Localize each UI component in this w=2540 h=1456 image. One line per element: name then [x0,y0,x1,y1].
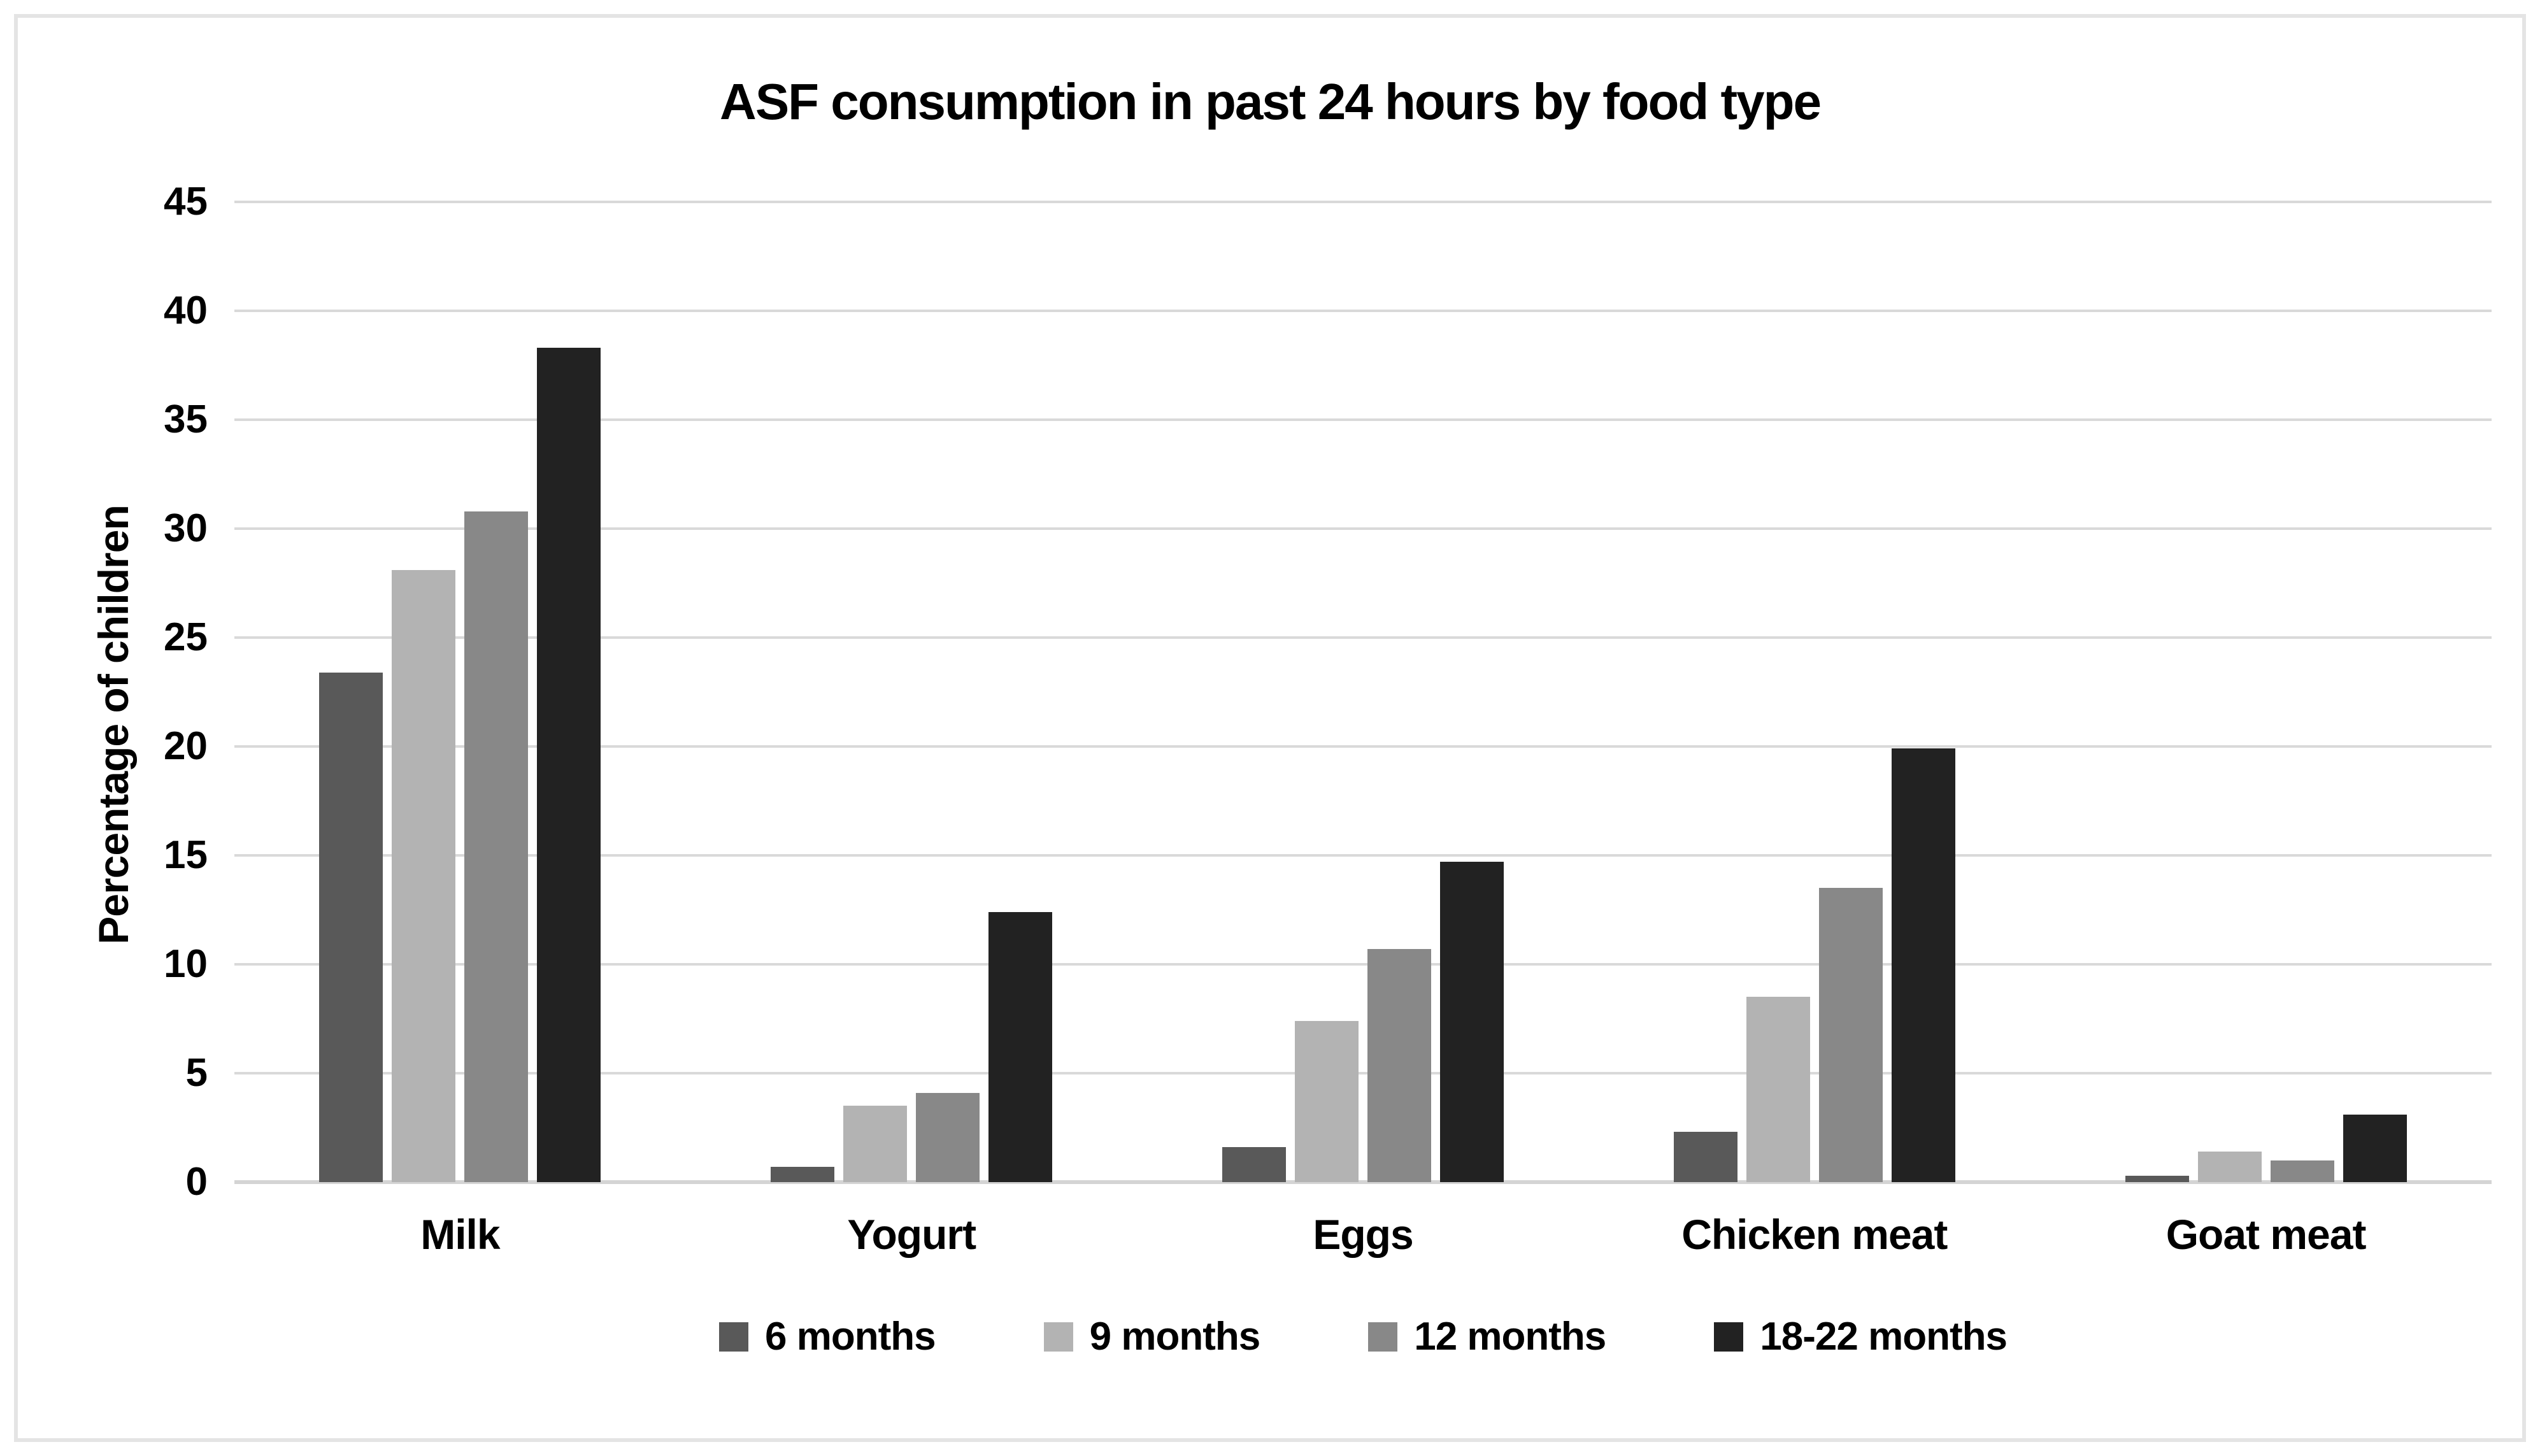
bar-18-22-months-eggs [1439,862,1504,1182]
y-tick-label-20: 20 [164,724,208,768]
bar-9-months-chicken-meat [1746,997,1810,1182]
gridline [234,418,2492,421]
bar-6-months-eggs [1222,1147,1286,1182]
bar-6-months-milk [319,672,383,1182]
legend: 6 months 9 months 12 months 18-22 months [234,1314,2492,1359]
bar-group-yogurt [686,202,1138,1182]
legend-label: 18-22 months [1760,1315,2008,1359]
x-axis-label-eggs: Eggs [1313,1211,1413,1258]
y-tick-label-5: 5 [185,1051,208,1095]
bar-group-milk [234,202,686,1182]
bar-12-months-milk [464,511,529,1182]
plot-area [234,201,2492,1184]
gridline [234,636,2492,639]
x-axis-label-goat-meat: Goat meat [2165,1211,2367,1258]
x-axis-line [234,1180,2492,1184]
y-tick-label-15: 15 [164,833,208,878]
y-axis-tick-labels: 0 5 10 15 20 25 30 35 40 45 [18,182,208,1202]
legend-item-6-months: 6 months [719,1314,936,1359]
chart-title: ASF consumption in past 24 hours by food… [720,73,1822,130]
y-tick-label-10: 10 [164,942,208,986]
gridline [234,310,2492,312]
legend-label: 6 months [765,1315,936,1359]
bar-9-months-yogurt [843,1106,908,1182]
legend-swatch-icon [719,1322,749,1352]
y-tick-label-0: 0 [185,1160,208,1204]
gridline [234,1072,2492,1074]
x-axis-label-chicken-meat: Chicken meat [1681,1211,1948,1258]
bar-18-22-months-goat-meat [2343,1114,2407,1182]
bar-18-22-months-milk [537,348,601,1182]
gridline [234,201,2492,203]
bar-6-months-yogurt [771,1167,835,1182]
bar-9-months-goat-meat [2197,1152,2262,1182]
bar-18-22-months-chicken-meat [1891,748,1955,1182]
bar-group-eggs [1138,202,1589,1182]
gridline [234,745,2492,748]
x-axis-label-milk: Milk [420,1211,500,1258]
bar-groups [234,202,2492,1182]
y-tick-label-25: 25 [164,615,208,659]
y-tick-label-35: 35 [164,397,208,441]
legend-swatch-icon [1043,1322,1073,1352]
bar-6-months-chicken-meat [1673,1132,1737,1182]
gridline [234,854,2492,857]
bar-12-months-yogurt [916,1092,980,1182]
bar-9-months-milk [392,569,456,1182]
y-tick-label-30: 30 [164,506,208,551]
legend-item-18-22-months: 18-22 months [1714,1314,2008,1359]
bar-12-months-chicken-meat [1818,888,1883,1182]
chart-figure: ASF consumption in past 24 hours by food… [14,14,2526,1442]
bar-12-months-goat-meat [2270,1160,2334,1182]
legend-item-12-months: 12 months [1368,1314,1606,1359]
bar-9-months-eggs [1294,1020,1359,1182]
gridline [234,527,2492,531]
y-tick-label-40: 40 [164,289,208,332]
x-axis-labels: Milk Yogurt Eggs Chicken meat Goat meat [234,1210,2492,1259]
bar-12-months-eggs [1367,949,1431,1182]
bar-18-22-months-yogurt [988,911,1053,1182]
x-axis-label-yogurt: Yogurt [847,1211,976,1258]
legend-swatch-icon [1714,1322,1744,1352]
y-tick-label-45: 45 [164,180,208,224]
bar-group-goat-meat [2040,202,2492,1182]
bar-group-chicken-meat [1588,202,2040,1182]
legend-item-9-months: 9 months [1043,1314,1261,1359]
legend-label: 9 months [1089,1315,1261,1359]
gridline [234,963,2492,966]
legend-swatch-icon [1368,1322,1398,1352]
legend-label: 12 months [1414,1315,1606,1359]
bar-6-months-goat-meat [2125,1175,2189,1182]
